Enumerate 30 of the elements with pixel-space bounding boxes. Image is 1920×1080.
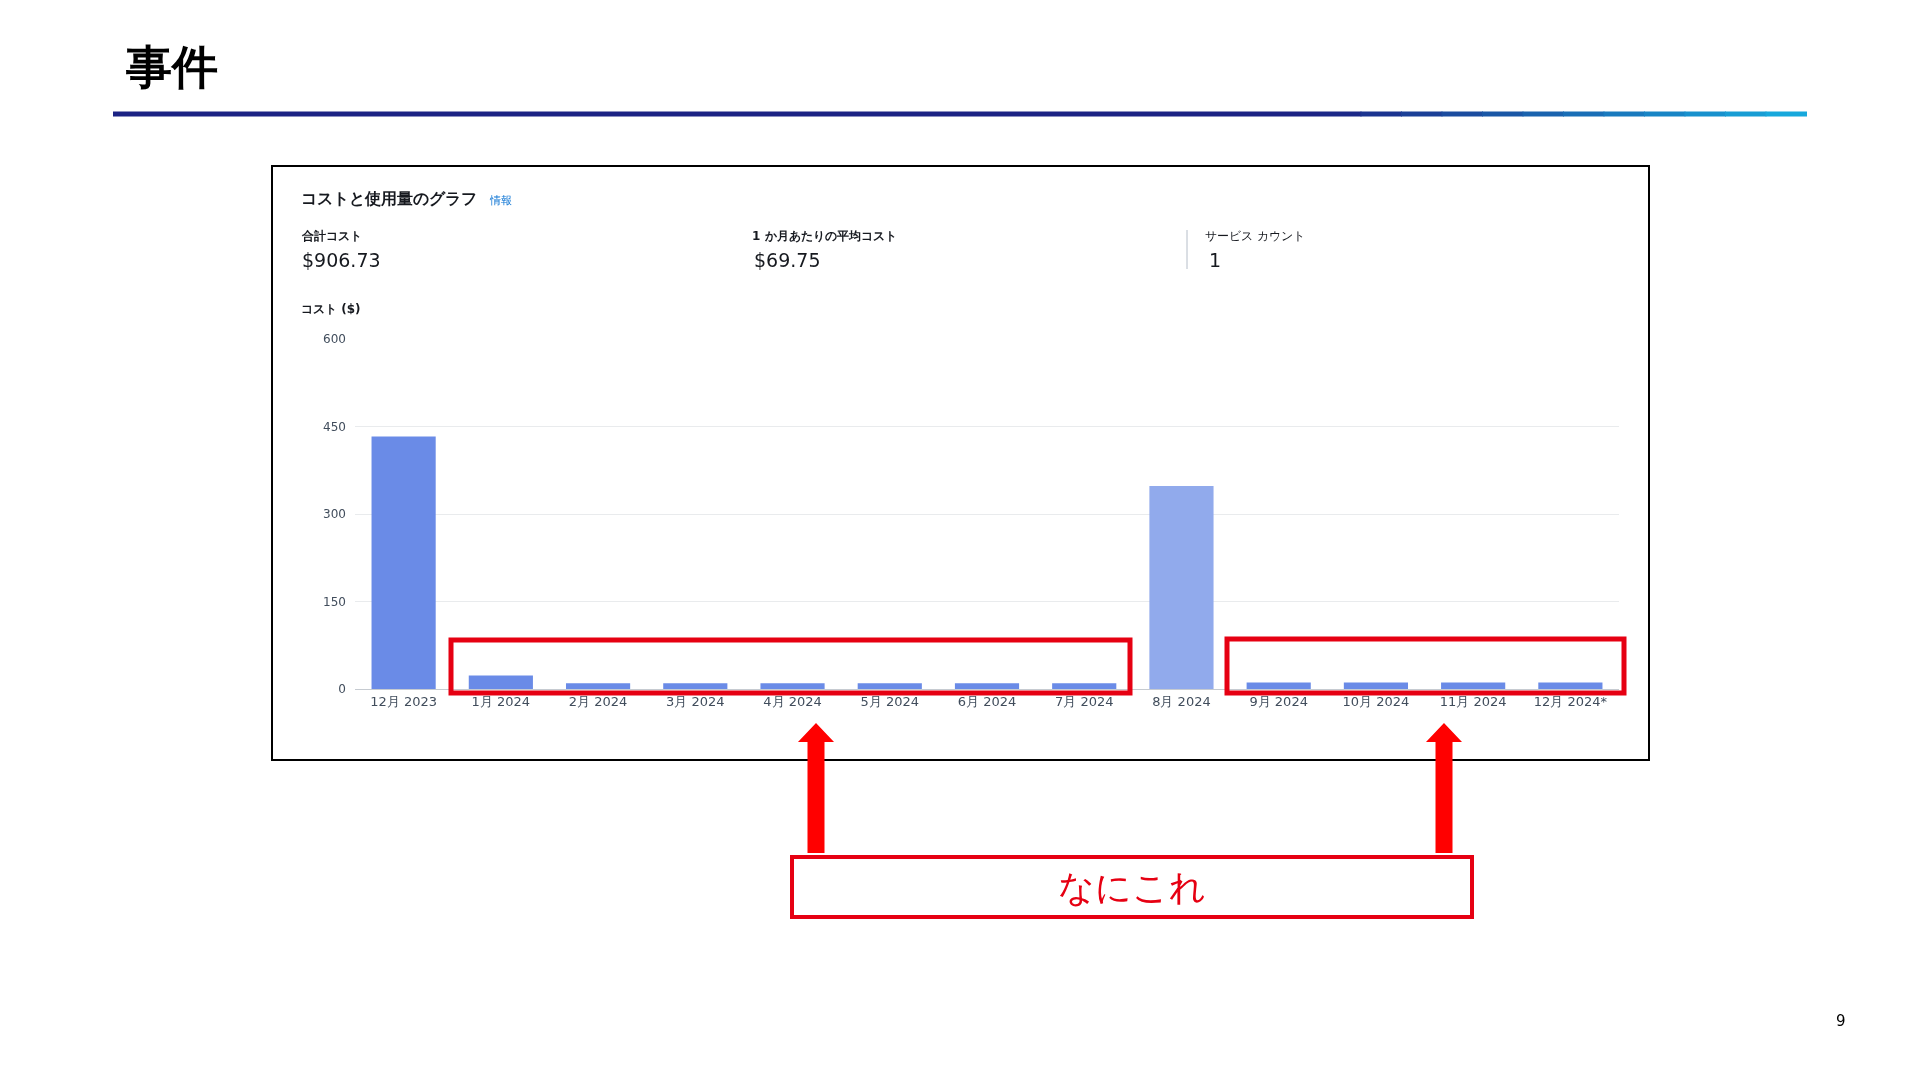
x-tick-label: 1月 2024 [471, 693, 531, 709]
x-tick-label: 12月 2024* [1533, 693, 1608, 709]
x-tick-label: 9月 2024 [1249, 693, 1308, 709]
x-tick-label: 7月 2024 [1054, 693, 1114, 709]
x-tick-label: 11月 2024 [1439, 693, 1507, 709]
text: なにこれ [1058, 866, 1206, 908]
text: 1 か月あたりの平均コスト [752, 229, 897, 243]
x-tick-label: 10月 2024 [1342, 693, 1410, 709]
text: 情報 [489, 194, 512, 207]
x-tick-label: 6月 2024 [957, 693, 1017, 709]
x-tick-label: 8月 2024 [1152, 693, 1211, 709]
y-tick-label: 600 [323, 332, 346, 347]
y-tick-label: 150 [323, 594, 346, 609]
text: 9 [1836, 1012, 1846, 1030]
x-tick-label: 3月 2024 [666, 693, 725, 709]
text: $906.73 [302, 249, 381, 271]
chart-title: 事件 [125, 40, 218, 95]
y-tick-label: 450 [323, 419, 346, 434]
text: $69.75 [754, 249, 821, 271]
x-tick-label: 4月 2024 [763, 693, 822, 709]
x-tick-label: 2月 2024 [568, 693, 628, 709]
chart-subtitle: コストと使用量のグラフ [301, 189, 477, 208]
y-tick-label: 0 [338, 682, 346, 697]
text: 合計コスト [301, 229, 362, 243]
x-tick-label: 5月 2024 [860, 693, 920, 709]
text: 1 [1209, 249, 1222, 271]
text: サービス カウント [1205, 229, 1305, 243]
x-tick-label: 12月 2023 [370, 693, 437, 709]
y-axis-title: コスト ($) [301, 302, 361, 316]
y-tick-label: 300 [323, 507, 346, 522]
